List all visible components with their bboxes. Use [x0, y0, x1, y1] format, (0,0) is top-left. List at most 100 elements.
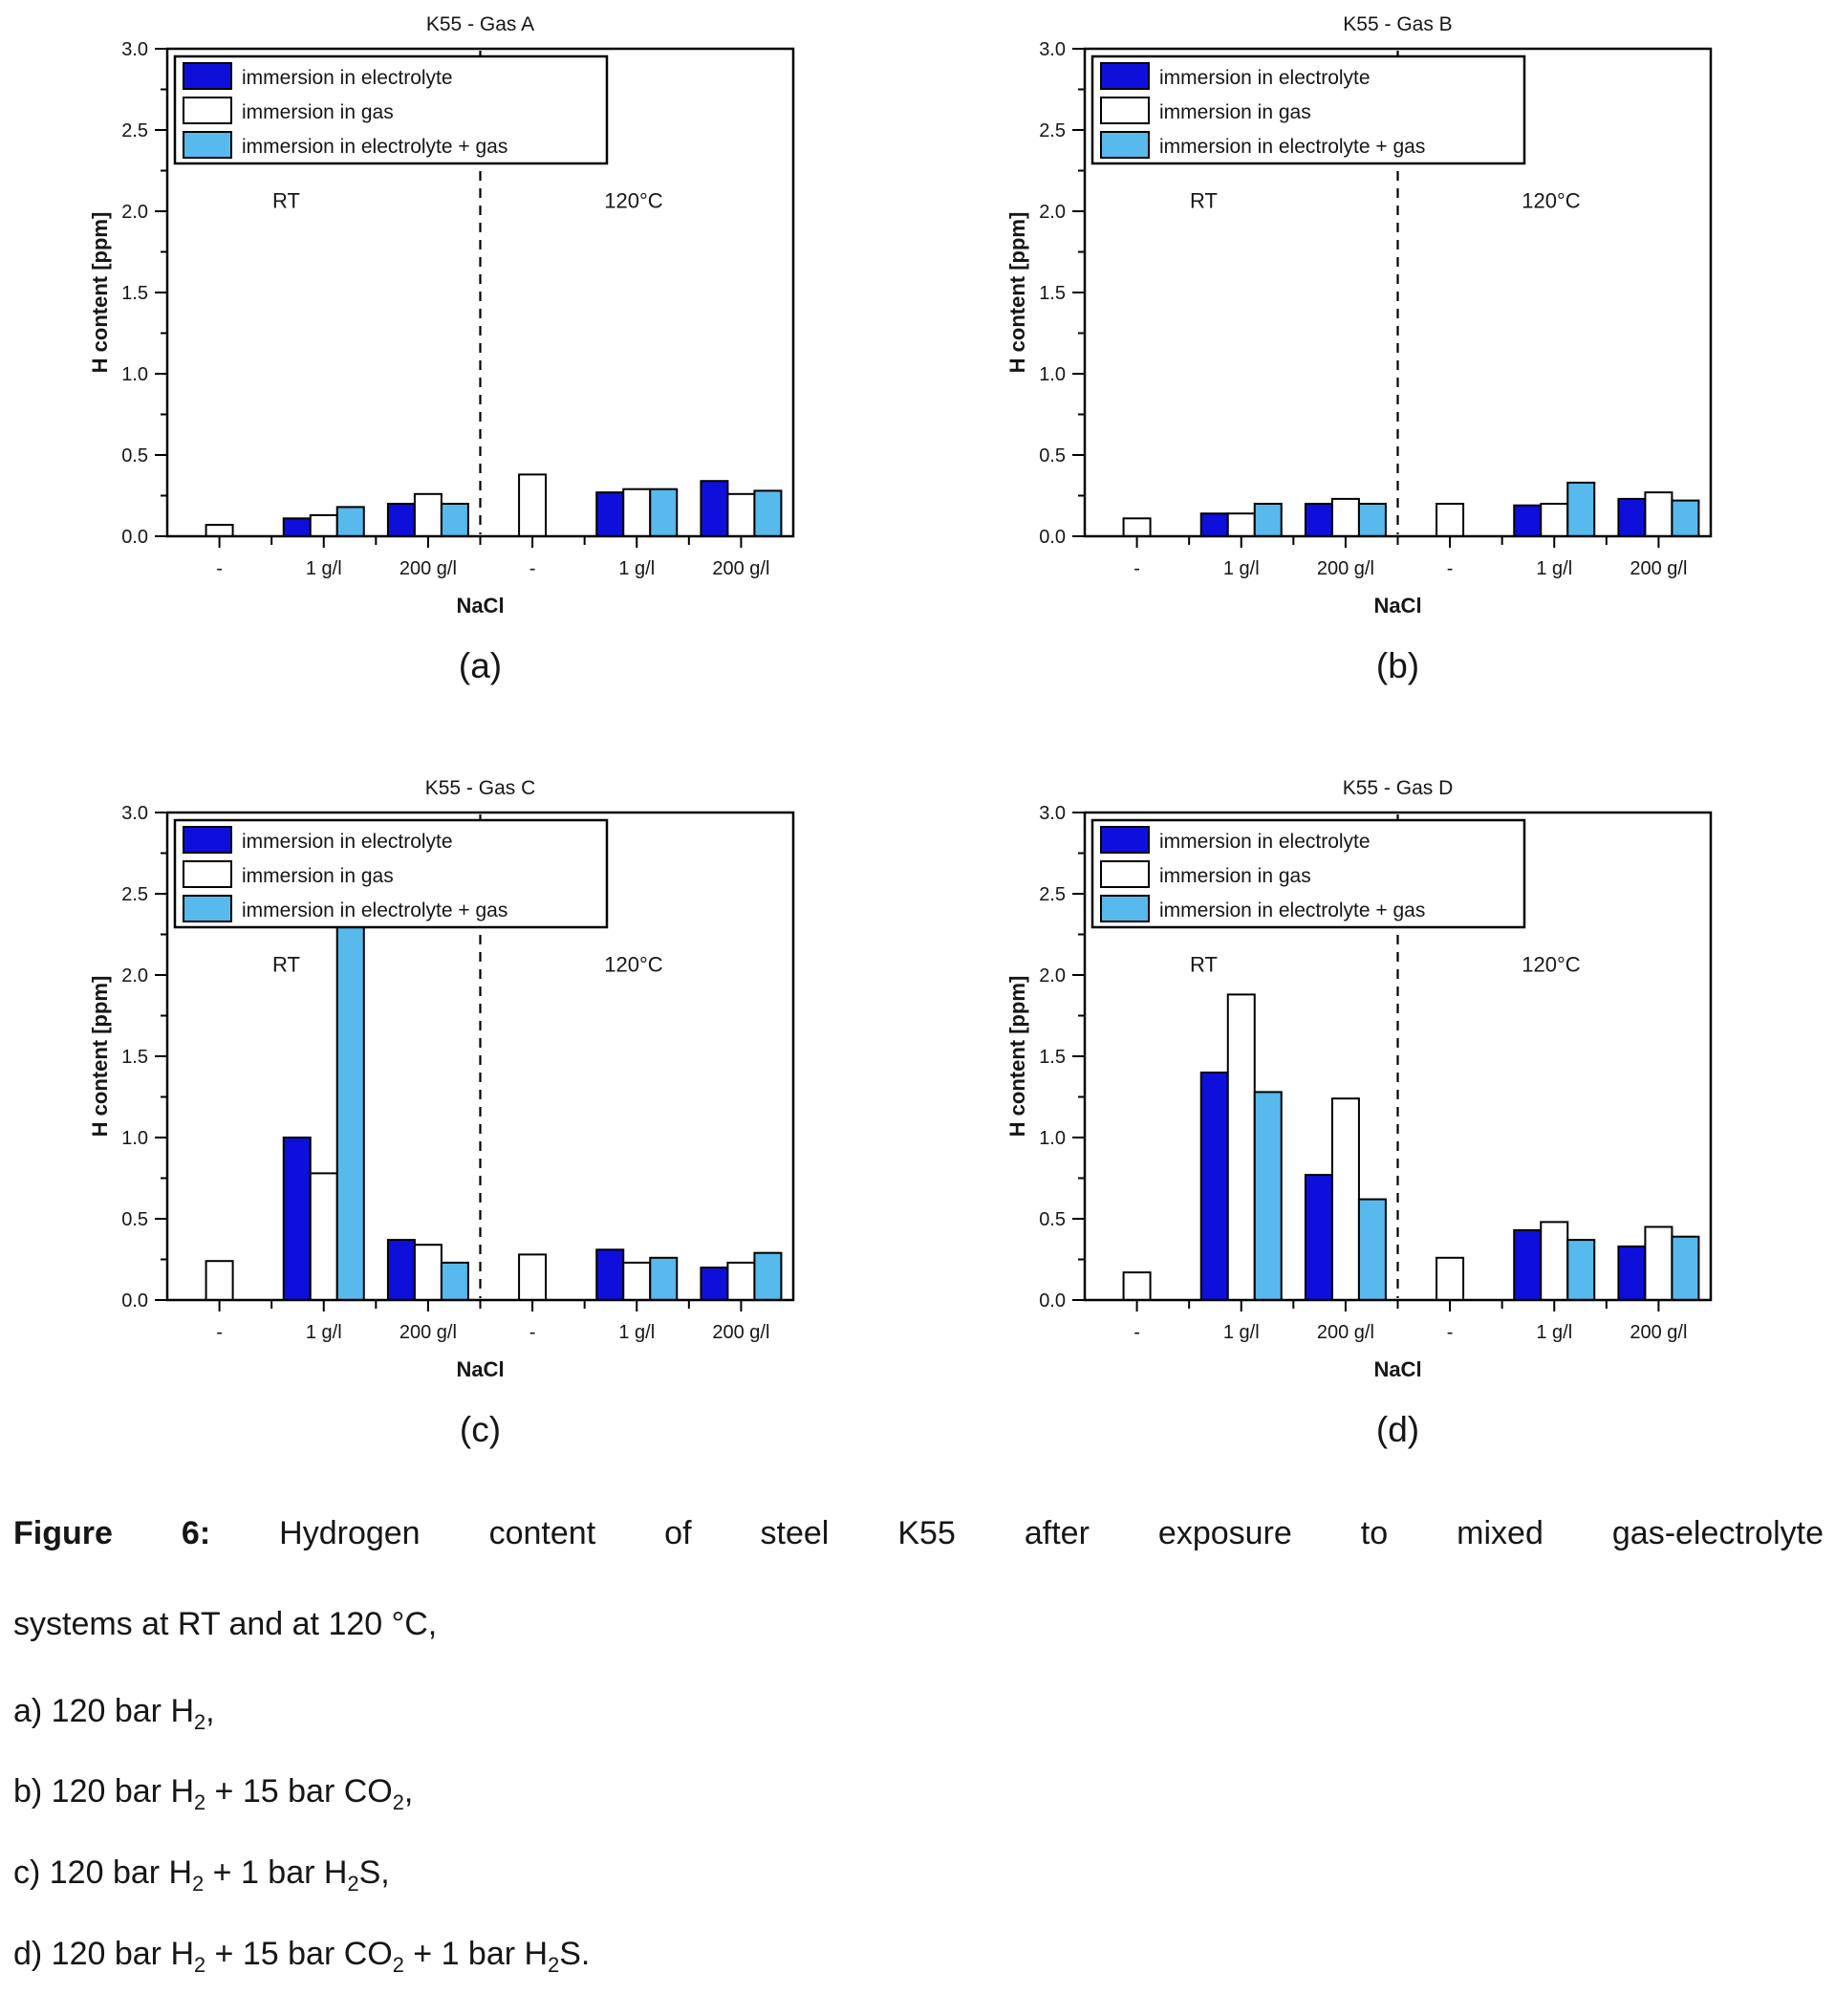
bar-electrolyte-g4 — [1513, 504, 1543, 538]
legend-label-0: immersion in electrolyte — [242, 831, 453, 853]
legend-label-1: immersion in gas — [1159, 101, 1311, 123]
y-axis-title: H content [ppm] — [88, 212, 112, 374]
caption-item-b: b) 120 bar H2 + 15 bar CO2, — [13, 1773, 414, 1815]
bar-electrolyte-gas-g2 — [440, 503, 469, 537]
x-tick-label: 1 g/l — [1536, 1322, 1572, 1343]
bar-gas-g1 — [309, 1172, 338, 1301]
bar-electrolyte-g1 — [282, 517, 312, 537]
y-tick-label: 1.5 — [1039, 283, 1066, 304]
bar-electrolyte-gas-g4 — [649, 1256, 679, 1301]
panel-label-d: (d) — [1375, 1410, 1420, 1449]
y-tick-label: 2.5 — [1039, 120, 1066, 141]
y-tick-label: 2.0 — [1039, 965, 1066, 986]
legend-swatch-1 — [1100, 860, 1150, 888]
x-tick-label: - — [529, 1322, 536, 1343]
bar-electrolyte-g5 — [700, 1267, 729, 1301]
legend-swatch-2 — [183, 131, 232, 159]
legend-label-1: immersion in gas — [242, 101, 394, 123]
x-tick-label: - — [216, 558, 223, 579]
legend-box — [1090, 54, 1526, 165]
chart-panel-a: K55 - Gas A 0.0 0.5 1.0 1.5 2.0 2.5 3.0 - 1 g/l 20… — [0, 4, 918, 683]
bar-electrolyte-gas-g4 — [1566, 481, 1596, 537]
region-label-120c: 120°C — [604, 953, 663, 977]
legend-swatch-1 — [1100, 97, 1150, 124]
y-tick-label: 3.0 — [121, 803, 148, 824]
x-tick-label: 200 g/l — [1317, 558, 1374, 579]
chart-panel-c: K55 - Gas C 0.0 0.5 1.0 1.5 2.0 2.5 3.0 - 1 g/l 20… — [0, 768, 918, 1447]
bar-electrolyte-g1 — [1199, 1072, 1229, 1301]
caption-item-d: d) 120 bar H2 + 15 bar CO2 + 1 bar H2S. — [13, 1935, 591, 1977]
bar-electrolyte-g1 — [1199, 512, 1229, 538]
bar-chart-k55-gas-a: K55 - Gas A 0.0 0.5 1.0 1.5 2.0 2.5 3.0 - 1 g/l 20… — [88, 13, 795, 618]
legend-label-0: immersion in electrolyte — [1159, 67, 1371, 89]
y-tick-label: 0.5 — [1039, 445, 1066, 466]
y-tick-label: 1.0 — [1039, 364, 1066, 385]
legend-swatch-2 — [1100, 895, 1150, 922]
bar-gas-g0 — [205, 1260, 234, 1302]
legend-box — [173, 818, 609, 929]
y-tick-label: 2.5 — [1039, 884, 1066, 905]
bar-electrolyte-g2 — [1304, 503, 1333, 537]
bar-electrolyte-g2 — [1304, 1174, 1333, 1301]
bar-electrolyte-gas-g4 — [649, 488, 679, 538]
y-tick-label: 0.0 — [121, 1290, 148, 1311]
y-tick-label: 1.0 — [1039, 1128, 1066, 1149]
panel-label-b: (b) — [1375, 646, 1420, 685]
legend-swatch-2 — [183, 895, 232, 922]
y-tick-label: 3.0 — [1039, 803, 1066, 824]
x-tick-label: - — [1133, 1322, 1140, 1343]
x-tick-label: 200 g/l — [712, 1322, 769, 1343]
bar-electrolyte-g5 — [700, 480, 729, 538]
y-tick-label: 3.0 — [121, 39, 148, 60]
region-label-rt: RT — [272, 189, 300, 213]
bar-electrolyte-gas-g2 — [1357, 503, 1387, 537]
y-tick-label: 0.5 — [1039, 1209, 1066, 1230]
x-axis-title: NaCl — [456, 594, 504, 618]
y-tick-label: 3.0 — [1039, 39, 1066, 60]
bar-electrolyte-gas-g1 — [335, 506, 365, 538]
legend-swatch-1 — [183, 97, 232, 124]
bar-gas-g2 — [1330, 1097, 1360, 1302]
region-label-120c: 120°C — [1522, 189, 1581, 213]
chart-panel-b: K55 - Gas B 0.0 0.5 1.0 1.5 2.0 2.5 3.0 - 1 g/l 20… — [918, 4, 1835, 683]
x-tick-label: - — [216, 1322, 223, 1343]
bar-gas-g0 — [1122, 517, 1152, 537]
caption-line1-text: Hydrogen content of steel K55 after expo… — [279, 1515, 1824, 1551]
y-tick-label: 1.0 — [121, 1128, 148, 1149]
x-tick-label: 200 g/l — [1317, 1322, 1374, 1343]
x-tick-label: 1 g/l — [1536, 558, 1572, 579]
x-tick-label: - — [1447, 1322, 1454, 1343]
chart-title: K55 - Gas C — [425, 777, 536, 799]
legend-label-1: immersion in gas — [1159, 865, 1311, 887]
y-tick-label: 0.5 — [121, 445, 148, 466]
bar-gas-g5 — [1644, 1225, 1673, 1301]
y-tick-label: 2.0 — [121, 965, 148, 986]
y-tick-label: 0.5 — [121, 1209, 148, 1230]
legend-label-2: immersion in electrolyte + gas — [1159, 900, 1425, 921]
bar-gas-g4 — [1540, 1221, 1569, 1301]
legend-label-2: immersion in electrolyte + gas — [242, 900, 507, 921]
bar-electrolyte-g4 — [595, 491, 625, 538]
x-tick-label: - — [1133, 558, 1140, 579]
x-axis-title: NaCl — [1373, 594, 1421, 618]
chart-grid: K55 - Gas A 0.0 0.5 1.0 1.5 2.0 2.5 3.0 - 1 g/l 20… — [0, 4, 1835, 1531]
x-axis-title: NaCl — [1373, 1357, 1421, 1381]
x-tick-label: - — [1447, 558, 1454, 579]
bar-gas-g2 — [1330, 497, 1360, 538]
legend-swatch-0 — [1100, 826, 1150, 854]
bar-chart-k55-gas-d: K55 - Gas D 0.0 0.5 1.0 1.5 2.0 2.5 3.0 - 1 g/l 20… — [1005, 777, 1713, 1381]
bar-gas-g3 — [518, 473, 548, 537]
bar-electrolyte-gas-g1 — [1253, 503, 1283, 537]
x-tick-label: 1 g/l — [1223, 558, 1260, 579]
bar-gas-g2 — [413, 492, 443, 537]
bar-electrolyte-gas-g1 — [1253, 1091, 1283, 1301]
panel-label-a: (a) — [458, 646, 503, 685]
legend-box — [1090, 818, 1526, 929]
legend-swatch-0 — [183, 62, 232, 90]
figure-caption: Figure 6: Hydrogen content of steel K55 … — [0, 1514, 1835, 1977]
legend-swatch-2 — [1100, 131, 1150, 159]
y-tick-label: 1.0 — [121, 364, 148, 385]
y-tick-label: 2.5 — [121, 120, 148, 141]
legend-swatch-0 — [183, 826, 232, 854]
bar-electrolyte-g5 — [1617, 1245, 1647, 1301]
